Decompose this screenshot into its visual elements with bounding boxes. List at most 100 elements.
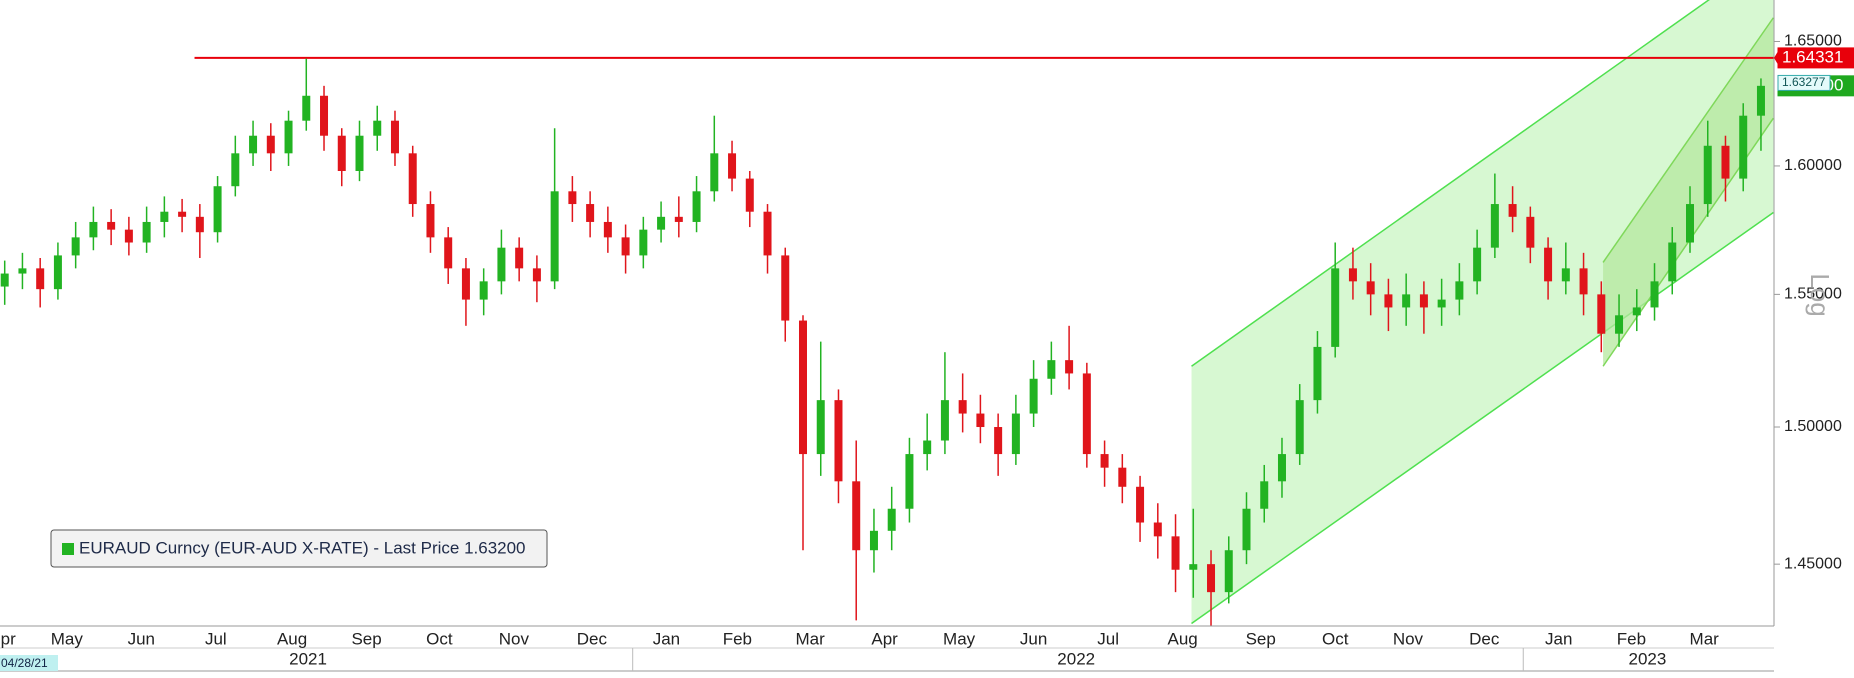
x-tick-label: Sep	[1246, 629, 1276, 648]
x-tick-label: Oct	[1322, 629, 1349, 648]
candle-body	[692, 191, 701, 222]
candle-body	[923, 440, 932, 455]
x-tick-label: Jan	[1545, 629, 1572, 648]
start-date-label: 04/28/21	[1, 656, 48, 670]
candle-body	[302, 95, 311, 121]
candle-body	[1455, 281, 1464, 300]
candle-body	[1668, 242, 1677, 282]
candle-body	[1686, 204, 1694, 243]
hline-label: 1.64331	[1782, 47, 1843, 66]
candle-body	[568, 191, 577, 205]
candle-body	[408, 153, 417, 205]
x-tick-label: Feb	[1617, 629, 1646, 648]
candle-body	[1579, 268, 1588, 295]
candle-body	[231, 153, 240, 187]
candle-body	[869, 530, 878, 551]
candle-body	[887, 508, 896, 531]
candle-body	[249, 135, 258, 154]
candle-body	[53, 255, 62, 290]
candle-body	[89, 221, 98, 238]
candle-body	[586, 204, 595, 222]
candle-body	[1118, 467, 1127, 487]
legend: EURAUD Curncy (EUR-AUD X-RATE) - Last Pr…	[50, 529, 548, 568]
x-tick-label: Nov	[499, 629, 530, 648]
candle-body	[1473, 247, 1482, 282]
x-tick-label: Mar	[795, 629, 825, 648]
candle-body	[958, 400, 967, 414]
candle-body	[1224, 550, 1233, 593]
plot-area	[0, 0, 1774, 626]
candle-body	[36, 268, 45, 290]
candle-body	[1277, 454, 1286, 482]
y-tick-label: 1.65000	[1784, 33, 1842, 50]
candle-body	[479, 281, 488, 300]
candle-body	[1295, 400, 1304, 455]
year-label: 2021	[289, 649, 327, 668]
candle-body	[1756, 85, 1765, 116]
x-tick-label: May	[943, 629, 976, 648]
channel-line	[1191, 211, 1774, 625]
y-tick-label: 1.50000	[1784, 418, 1842, 435]
last-trade-box	[1777, 74, 1831, 91]
candle-body	[657, 216, 666, 230]
candle-body	[1260, 481, 1269, 509]
candle-body	[940, 400, 949, 441]
x-tick-label: May	[51, 629, 84, 648]
candle-body	[603, 221, 612, 238]
candle-body	[1490, 204, 1499, 248]
hline-box	[1777, 47, 1854, 69]
legend-label: EURAUD Curncy (EUR-AUD X-RATE) - Last Pr…	[79, 538, 526, 557]
candle-body	[1632, 307, 1641, 316]
x-tick-label: pr	[1, 629, 16, 648]
candle-body	[444, 237, 453, 269]
candle-body	[390, 120, 399, 154]
candle-body	[1508, 204, 1517, 217]
candle-body	[1029, 378, 1038, 414]
candle-body	[213, 186, 222, 233]
candle-body	[1100, 454, 1109, 468]
legend-swatch	[62, 543, 74, 555]
candle-body	[1153, 522, 1162, 537]
x-tick-label: Aug	[1168, 629, 1198, 648]
candle-body	[142, 221, 151, 243]
year-label: 2023	[1629, 649, 1667, 668]
candle-body	[284, 120, 293, 154]
candle-body	[178, 211, 187, 217]
candle-body	[1331, 268, 1340, 347]
candle-body	[1384, 294, 1393, 308]
candle-body	[1544, 247, 1553, 282]
y-axis-label: Log	[1805, 273, 1835, 316]
x-tick-label: Nov	[1393, 629, 1424, 648]
candle-body	[1437, 299, 1446, 308]
x-tick-label: Sep	[351, 629, 381, 648]
candle-body	[816, 400, 825, 455]
candle-body	[834, 400, 843, 482]
candle-body	[1207, 564, 1216, 593]
candle-body	[1739, 115, 1748, 179]
candle-body	[160, 211, 169, 222]
candle-body	[337, 135, 346, 172]
x-tick-label: Mar	[1690, 629, 1720, 648]
x-tick-label: Aug	[277, 629, 307, 648]
x-tick-label: Apr	[871, 629, 898, 648]
candle-body	[799, 320, 807, 455]
candle-body	[710, 153, 719, 192]
candle-body	[1189, 564, 1198, 570]
candle-body	[976, 413, 985, 428]
channel-fill	[1603, 17, 1774, 367]
candle-body	[266, 135, 275, 154]
candle-body	[1615, 315, 1624, 334]
x-tick-label: Jun	[1020, 629, 1047, 648]
candle-body	[124, 229, 133, 243]
candle-body	[745, 178, 754, 212]
candle-body	[852, 481, 861, 551]
legend-box	[50, 529, 548, 568]
candle-body	[355, 135, 364, 172]
candle-body	[1597, 294, 1606, 334]
candle-body	[373, 120, 382, 136]
candle-body	[728, 153, 737, 179]
candle-body	[1721, 145, 1730, 179]
candle-body	[1348, 268, 1357, 282]
candle-body	[1171, 536, 1180, 570]
